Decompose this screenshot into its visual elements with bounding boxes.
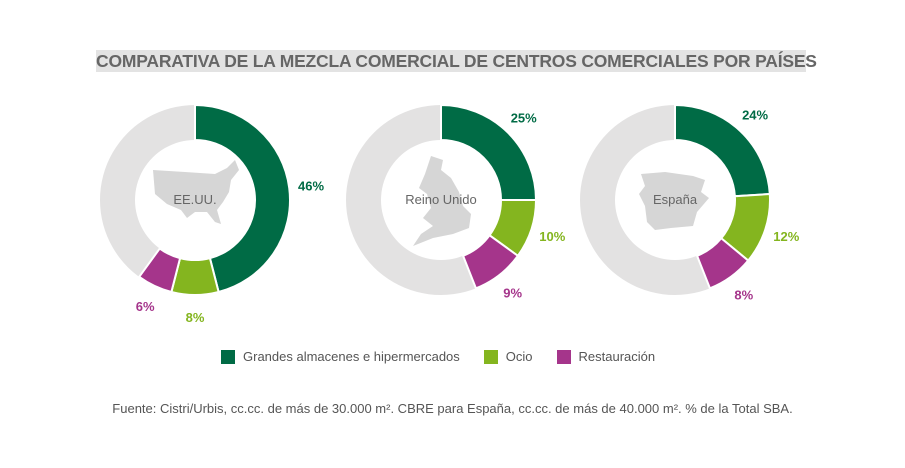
country-map-icon <box>153 160 239 224</box>
data-label: 9% <box>503 285 522 300</box>
legend: Grandes almacenes e hipermercados Ocio R… <box>221 349 679 364</box>
data-label: 46% <box>298 178 324 193</box>
legend-item-grandes-almacenes: Grandes almacenes e hipermercados <box>221 349 460 364</box>
country-label: España <box>653 192 698 207</box>
data-label: 6% <box>136 299 155 314</box>
legend-label: Ocio <box>505 349 533 364</box>
country-label: Reino Unido <box>405 192 477 207</box>
legend-swatch <box>483 349 498 364</box>
data-label: 8% <box>186 310 205 325</box>
data-label: 12% <box>773 229 799 244</box>
data-label: 8% <box>734 288 753 303</box>
donut-segment <box>194 103 291 294</box>
data-label: 25% <box>511 110 537 125</box>
legend-item-restauracion: Restauración <box>556 349 656 364</box>
donut-segment <box>461 233 520 290</box>
legend-swatch <box>556 349 571 364</box>
donut-2: Reino Unido 25% 10% 9% <box>345 103 566 300</box>
country-label: EE.UU. <box>173 192 216 207</box>
legend-label: Restauración <box>578 349 656 364</box>
donut-3: España 24% 12% 8% <box>579 103 800 303</box>
donut-1: EE.UU. 46% 8% 6% <box>99 103 325 325</box>
source-note: Fuente: Cistri/Urbis, cc.cc. de más de 3… <box>112 401 793 416</box>
chart-title: COMPARATIVA DE LA MEZCLA COMERCIAL DE CE… <box>96 50 817 72</box>
data-label: 10% <box>539 229 565 244</box>
legend-item-ocio: Ocio <box>483 349 533 364</box>
donut-segment <box>695 236 750 290</box>
legend-swatch <box>221 349 235 364</box>
country-map-icon <box>413 156 471 246</box>
donut-segment <box>137 247 182 294</box>
legend-label: Grandes almacenes e hipermercados <box>243 349 460 364</box>
data-label: 24% <box>742 108 768 123</box>
country-map-icon <box>639 172 709 230</box>
